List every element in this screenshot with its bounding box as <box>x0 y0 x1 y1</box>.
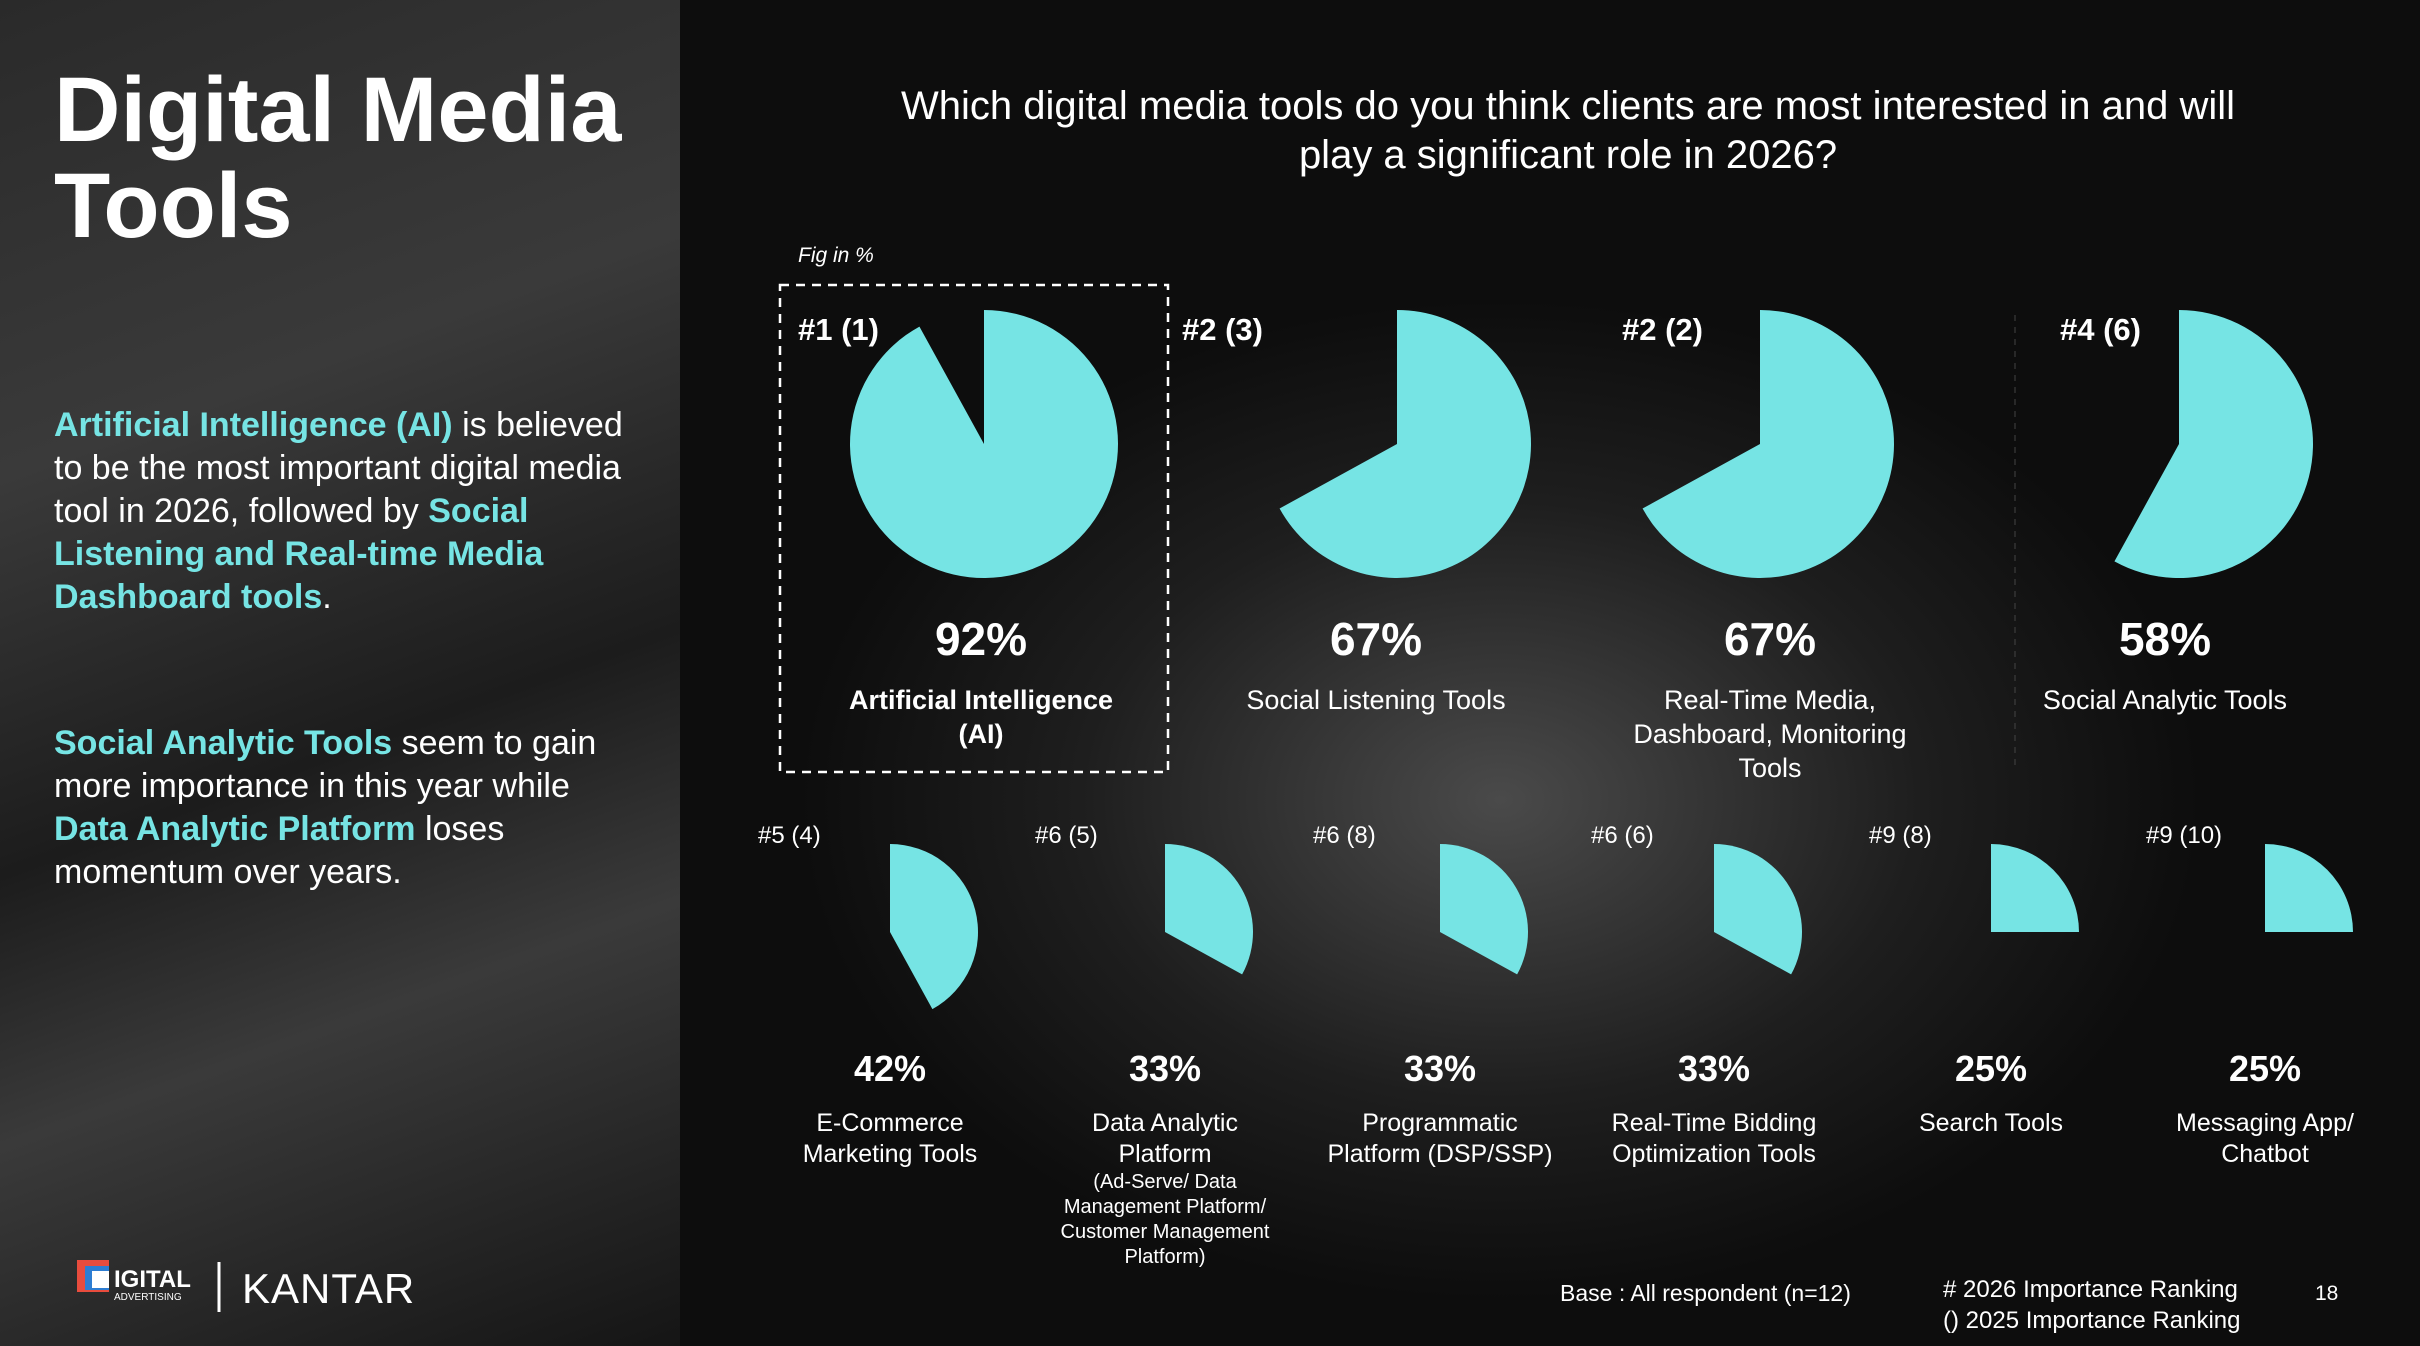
category-label: Real-Time Media, Dashboard, Monitoring T… <box>1633 685 1907 783</box>
text-run: loses momentum over years. <box>54 810 505 891</box>
value-label: 42% <box>853 1048 927 1089</box>
category-note: (Ad-Serve/ Data Management Platform/ Cus… <box>1060 1171 1270 1268</box>
highlight-box <box>778 283 1170 774</box>
pie-slice <box>1165 844 1253 975</box>
rank-label: #5 (4) <box>758 822 821 849</box>
rank-label: #6 (6) <box>1591 822 1654 849</box>
text-run: seem to gain more importance in this yea… <box>54 724 597 805</box>
paragraph: Social Analytic Tools seem to gain more … <box>54 722 624 894</box>
pie-slice <box>1714 844 1803 975</box>
left-panel <box>0 0 680 1346</box>
value-label: 33% <box>1403 1048 1477 1089</box>
value-label: 33% <box>1677 1048 1751 1089</box>
logo-subtext: ADVERTISING <box>114 1292 182 1303</box>
pie-slice <box>2265 844 2353 932</box>
rank-label: #6 (5) <box>1035 822 1098 849</box>
rank-label: #2 (2) <box>1622 312 1703 347</box>
brand: KANTAR <box>242 1265 416 1312</box>
category-label: Real-Time Bidding Optimization Tools <box>1611 1109 1817 1169</box>
pie-slice <box>850 310 1118 578</box>
category-label: Programmatic Platform (DSP/SSP) <box>1327 1109 1553 1169</box>
text-run: Social Listening and Real-time Media Das… <box>54 492 544 616</box>
chart-note: Fig in % <box>798 244 874 267</box>
rank-label: #1 (1) <box>798 312 879 347</box>
base-note: Base : All respondent (n=12) <box>1560 1280 1851 1306</box>
value-label: 25% <box>1954 1048 2028 1089</box>
pie-slice <box>890 844 979 1010</box>
rank-label: #9 (10) <box>2146 822 2223 849</box>
value-label: 92% <box>934 613 1028 665</box>
text-run: Social Analytic Tools <box>54 724 393 762</box>
pie-slice <box>1642 310 1894 579</box>
value-label: 25% <box>2228 1048 2302 1089</box>
logo-text: IGITAL <box>114 1266 191 1293</box>
legend-note: # 2026 Importance Ranking <box>1943 1276 2238 1303</box>
value-label: 33% <box>1128 1048 1202 1089</box>
pie-slice <box>2114 310 2313 578</box>
rank-label: #6 (8) <box>1313 822 1376 849</box>
legend-note: () 2025 Importance Ranking <box>1943 1307 2241 1334</box>
pie-slice <box>1440 844 1528 975</box>
rank-label: #4 (6) <box>2060 312 2141 347</box>
paragraph: Artificial Intelligence (AI) is believed… <box>54 404 624 619</box>
chart-title: Which digital media tools do you think c… <box>901 84 2235 177</box>
value-label: 58% <box>2118 613 2212 665</box>
text-run: is believed to be the most important dig… <box>54 406 623 530</box>
category-label: Search Tools <box>1918 1109 2064 1137</box>
category-label: Social Analytic Tools <box>2042 685 2288 715</box>
text-run: Artificial Intelligence (AI) <box>54 406 453 444</box>
pie-slice <box>1279 310 1531 579</box>
logo-mark <box>92 1271 109 1288</box>
value-label: 67% <box>1723 613 1817 665</box>
pie-slice <box>1991 844 2079 932</box>
category-label: Social Listening Tools <box>1246 685 1506 715</box>
text-run: Data Analytic Platform <box>54 810 416 848</box>
slide-title: Digital Media Tools <box>54 59 622 257</box>
value-label: 67% <box>1329 613 1423 665</box>
category-label: Data Analytic Platform <box>1092 1109 1238 1169</box>
category-label: E-Commerce Marketing Tools <box>802 1109 978 1169</box>
category-label: Messaging App/ Chatbot <box>2176 1109 2354 1169</box>
rank-label: #9 (8) <box>1869 822 1932 849</box>
rank-label: #2 (3) <box>1182 312 1263 347</box>
category-label: Artificial Intelligence (AI) <box>848 685 1114 749</box>
page-number: 18 <box>2315 1282 2339 1305</box>
text-run: . <box>322 578 332 616</box>
